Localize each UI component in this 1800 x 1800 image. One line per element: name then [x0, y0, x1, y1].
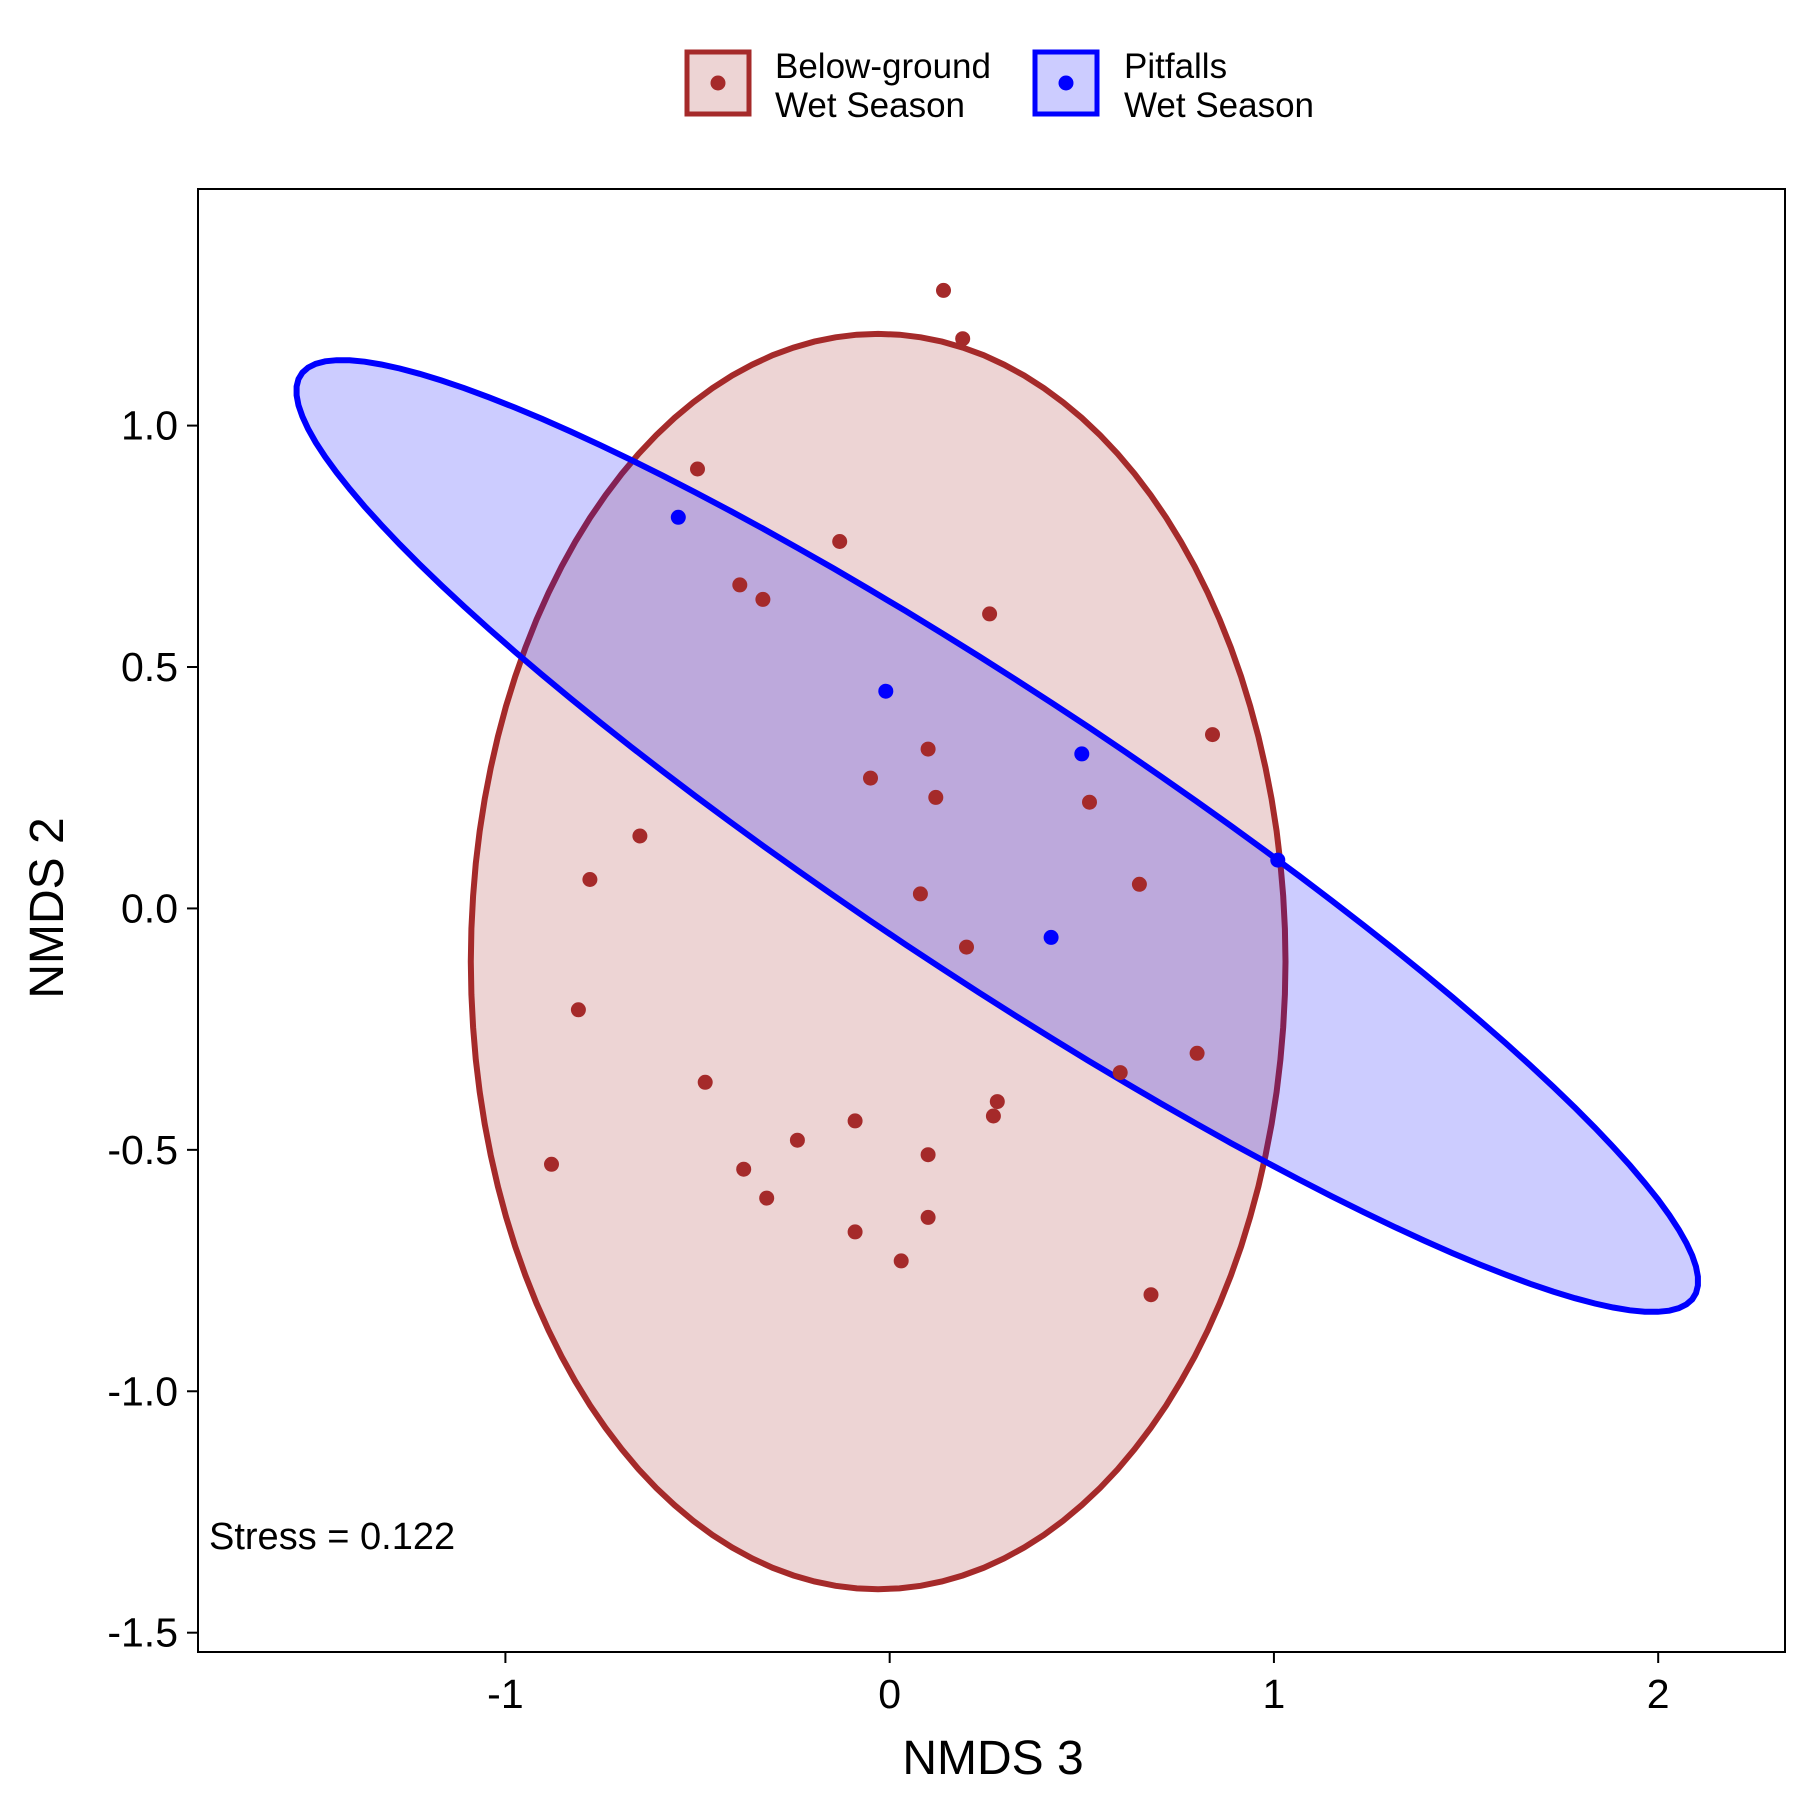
data-point-series-0: [755, 591, 771, 607]
legend-label-0: Below-ground: [775, 47, 991, 86]
data-point-series-0: [847, 1224, 863, 1240]
y-axis-title: NMDS 2: [21, 817, 74, 998]
data-point-series-0: [544, 1156, 559, 1172]
data-point-series-0: [936, 282, 951, 298]
data-points: [544, 282, 1286, 1303]
x-axis-title: NMDS 3: [902, 1732, 1083, 1785]
data-point-series-0: [832, 534, 848, 549]
data-point-series-0: [912, 886, 928, 902]
data-point-series-0: [690, 461, 705, 477]
legend-label-0: Wet Season: [775, 86, 965, 125]
data-point-series-0: [789, 1132, 805, 1148]
data-point-series-0: [920, 741, 936, 757]
x-tick-label: 1: [1263, 1671, 1286, 1717]
data-point-series-1: [670, 509, 686, 525]
data-point-series-1: [1270, 852, 1286, 868]
data-point-series-0: [736, 1161, 752, 1177]
data-point-series-0: [582, 872, 598, 887]
x-tick-label: -1: [487, 1671, 523, 1717]
data-point-series-1: [878, 683, 894, 699]
data-point-series-0: [982, 606, 998, 622]
data-point-series-0: [697, 1074, 713, 1090]
y-tick-label: 0.5: [121, 644, 178, 690]
data-point-series-0: [893, 1253, 909, 1269]
ellipse-series-1: [293, 357, 1701, 1315]
legend-key-point-1: [1058, 75, 1074, 91]
data-point-series-1: [1043, 929, 1059, 945]
axes: -1 0 1 2 1.0 0.5 0.0 -0.5 -1.0 -1.5: [107, 403, 1669, 1717]
data-point-series-0: [928, 789, 944, 805]
data-point-series-0: [732, 577, 748, 593]
data-point-series-0: [632, 828, 648, 844]
data-point-series-0: [759, 1190, 775, 1206]
data-point-series-0: [985, 1108, 1001, 1124]
data-point-series-0: [1131, 876, 1147, 892]
legend-label-1: Pitfalls: [1124, 47, 1227, 86]
x-tick-label: 2: [1647, 1671, 1670, 1717]
confidence-ellipses: [293, 330, 1701, 1593]
data-point-series-0: [920, 1147, 936, 1163]
data-point-series-0: [863, 770, 878, 786]
stress-annotation: Stress = 0.122: [209, 1516, 455, 1558]
data-point-series-0: [1082, 794, 1097, 810]
y-tick-label: 0.0: [121, 885, 178, 931]
data-point-series-0: [989, 1094, 1005, 1110]
data-point-series-0: [570, 1002, 586, 1018]
y-tick-label: 1.0: [121, 403, 178, 449]
legend-key-point-0: [710, 75, 726, 91]
y-tick-label: -0.5: [107, 1127, 178, 1173]
data-point-series-0: [1189, 1045, 1205, 1061]
data-point-series-0: [955, 331, 971, 347]
legend-key-0: [684, 49, 752, 117]
data-point-series-1: [1074, 746, 1090, 762]
data-point-series-0: [1112, 1065, 1128, 1081]
ellipse-series-0: [467, 330, 1289, 1593]
data-point-series-0: [1143, 1287, 1159, 1303]
data-point-series-0: [920, 1209, 936, 1225]
legend-label-1: Wet Season: [1124, 86, 1314, 125]
y-tick-label: -1.5: [107, 1610, 178, 1656]
data-point-series-0: [959, 939, 974, 955]
y-tick-label: -1.0: [107, 1368, 178, 1414]
data-point-series-0: [847, 1113, 863, 1129]
x-tick-label: 0: [878, 1671, 901, 1717]
plot-panel-border: [197, 188, 1786, 1653]
data-point-series-0: [1205, 727, 1220, 743]
